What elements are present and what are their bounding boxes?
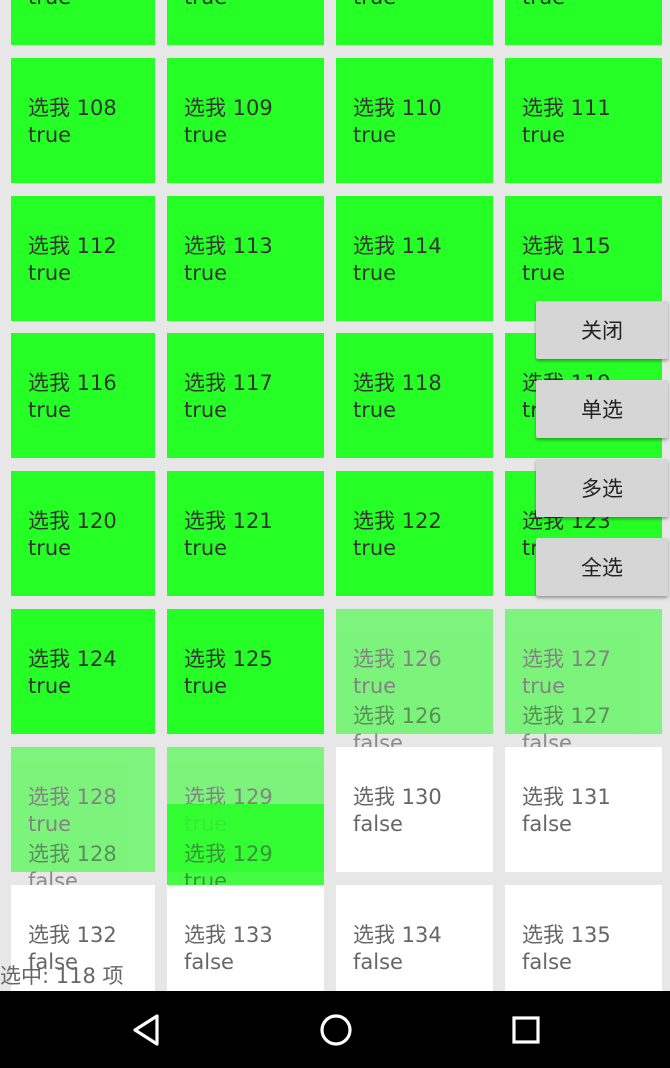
cell-state: true [522, 260, 566, 285]
cell-state: true [184, 398, 228, 423]
cell-state: true [353, 260, 397, 285]
cell-label: 选我 134 [353, 922, 442, 947]
cell-label: 选我 121 [184, 509, 273, 534]
grid-cell[interactable]: 选我 128 true [11, 746, 155, 872]
grid-cell[interactable]: 选我 118 true [336, 333, 493, 459]
grid-cell[interactable]: true [336, 0, 493, 45]
grid-cell[interactable]: true [505, 0, 662, 45]
navigation-bar [0, 991, 670, 1068]
grid-cell[interactable]: 选我 124 true [11, 609, 155, 734]
cell-label: 选我 112 [28, 233, 117, 258]
cell-state: true [28, 122, 72, 147]
cell-label: 选我 118 [353, 371, 442, 396]
cell-state: true [184, 122, 228, 147]
cell-state: true [184, 0, 227, 11]
grid-cell[interactable]: 选我 127 true [505, 609, 662, 734]
cell-label: 选我 126 [353, 647, 442, 671]
cell-state: false [353, 949, 403, 974]
cell-state: true [353, 122, 397, 147]
selection-count-label: 选中: 118 项 [0, 964, 124, 988]
cell-state: true [353, 674, 397, 698]
cell-state: true [28, 674, 72, 698]
grid-cell[interactable]: 选我 109 true [167, 57, 324, 183]
cell-label: 选我 133 [184, 922, 273, 947]
grid-cell[interactable]: 选我 115 true [505, 195, 662, 321]
multi-select-button[interactable]: 多选 [536, 459, 668, 517]
cell-state: true [28, 0, 71, 11]
cell-state: true [184, 260, 228, 285]
grid-cell[interactable]: 选我 135 false [505, 884, 662, 991]
cell-state: false [353, 811, 403, 836]
recents-icon [512, 1015, 540, 1044]
cell-label: 选我 128 [28, 784, 117, 809]
grid-cell[interactable]: 选我 134 false [336, 884, 493, 991]
cell-state: false [522, 811, 572, 836]
grid-cell[interactable]: 选我 129 true [167, 746, 324, 872]
cell-label: 选我 110 [353, 95, 442, 120]
cell-state: true [184, 674, 228, 698]
grid-cell[interactable]: 选我 131 false [505, 746, 662, 872]
cell-state: false [522, 949, 572, 974]
cell-state: true [28, 811, 72, 836]
grid-cell[interactable]: 选我 110 true [336, 57, 493, 183]
cell-label: 选我 127 [522, 647, 611, 671]
single-select-button[interactable]: 单选 [536, 380, 668, 438]
grid-cell[interactable]: 选我 116 true [11, 333, 155, 459]
grid-cell[interactable]: 选我 126 true [336, 609, 493, 734]
cell-label: 选我 125 [184, 647, 273, 671]
grid-cell[interactable]: 选我 112 true [11, 195, 155, 321]
cell-state: true [353, 0, 396, 11]
cell-state: true [184, 811, 228, 836]
cell-label: 选我 132 [28, 922, 117, 947]
cell-label: 选我 111 [522, 95, 611, 120]
back-button[interactable] [92, 991, 202, 1068]
cell-state: true [522, 122, 566, 147]
cell-label: 选我 120 [28, 509, 117, 534]
cell-state: true [28, 536, 72, 561]
grid-cell[interactable]: 选我 108 true [11, 57, 155, 183]
grid-cell[interactable]: 选我 121 true [167, 471, 324, 597]
cell-state: true [353, 398, 397, 423]
grid-cell[interactable]: 选我 113 true [167, 195, 324, 321]
cell-label: 选我 135 [522, 922, 611, 947]
cell-state: true [184, 536, 228, 561]
grid-cell[interactable]: 选我 133 false [167, 884, 324, 991]
grid-cell[interactable]: 选我 111 true [505, 57, 662, 183]
cell-label: 选我 116 [28, 371, 117, 396]
grid-cell[interactable]: 选我 125 true [167, 609, 324, 734]
cell-label: 选我 117 [184, 371, 273, 396]
home-button[interactable] [281, 991, 391, 1068]
cell-label: 选我 129 [184, 784, 273, 809]
cell-label: 选我 115 [522, 233, 611, 258]
grid-cell[interactable]: true [167, 0, 324, 45]
cell-state: true [353, 536, 397, 561]
cell-label: 选我 122 [353, 509, 442, 534]
close-button[interactable]: 关闭 [536, 301, 668, 359]
cell-label: 选我 109 [184, 95, 273, 120]
cell-label: 选我 113 [184, 233, 273, 258]
select-all-button[interactable]: 全选 [536, 538, 668, 596]
cell-label: 选我 108 [28, 95, 117, 120]
grid-cell[interactable]: 选我 130 false [336, 746, 493, 872]
recents-button[interactable] [471, 991, 581, 1068]
cell-state: true [28, 260, 72, 285]
grid-cell[interactable]: 选我 114 true [336, 195, 493, 321]
grid-cell[interactable]: 选我 117 true [167, 333, 324, 459]
cell-state: false [28, 949, 78, 974]
cell-state: true [28, 398, 72, 423]
grid-cell[interactable]: 选我 122 true [336, 471, 493, 597]
cell-label: 选我 114 [353, 233, 442, 258]
cell-state: true [522, 674, 566, 698]
grid-cell[interactable]: 选我 132 false [11, 884, 155, 991]
cell-label: 选我 124 [28, 647, 117, 671]
cell-state: true [522, 0, 565, 11]
cell-label: 选我 130 [353, 784, 442, 809]
grid-cell[interactable]: true [11, 0, 155, 45]
cell-state: false [184, 949, 234, 974]
home-icon [320, 1013, 352, 1046]
grid-cell[interactable]: 选我 120 true [11, 471, 155, 597]
cell-label: 选我 131 [522, 784, 611, 809]
back-icon [133, 1013, 159, 1046]
